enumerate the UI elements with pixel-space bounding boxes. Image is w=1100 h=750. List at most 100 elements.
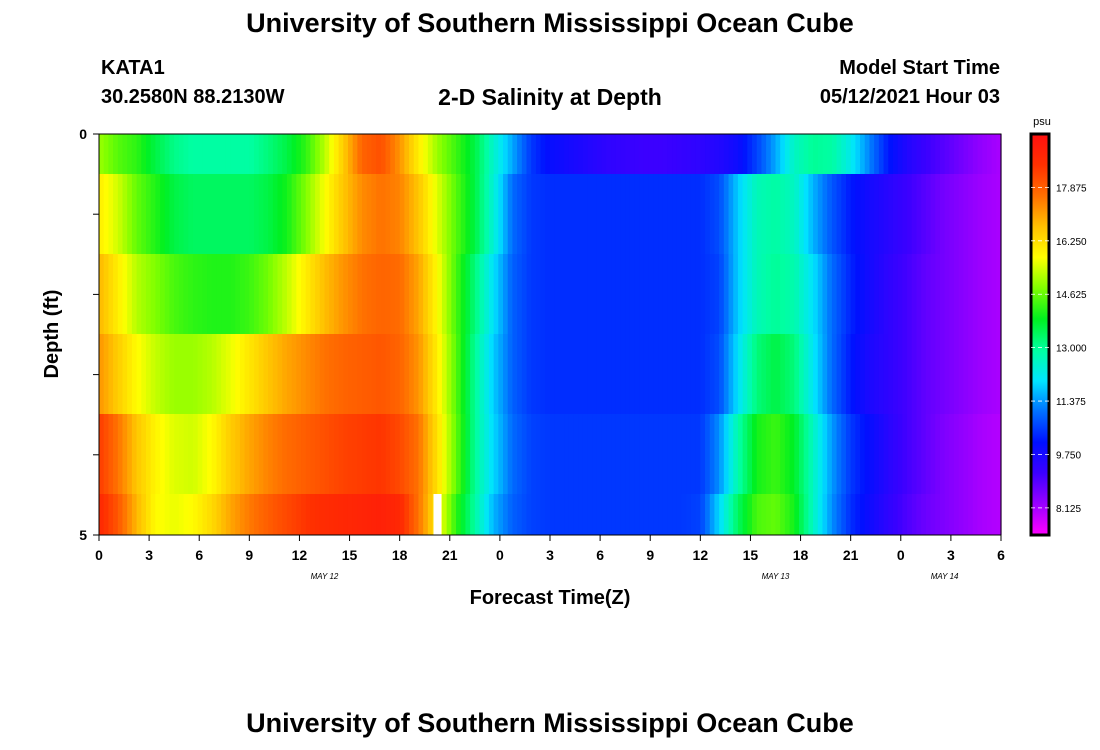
heatmap-cell: [376, 494, 382, 535]
heatmap-cell: [578, 174, 584, 254]
heatmap-cell: [827, 254, 833, 334]
heatmap-cell: [310, 334, 316, 414]
heatmap-cell: [221, 414, 227, 494]
heatmap-cell: [850, 334, 856, 414]
heatmap-cell: [714, 254, 720, 334]
heatmap-cell: [131, 134, 138, 174]
heatmap-cell: [150, 334, 156, 414]
heatmap-cell: [606, 494, 612, 535]
heatmap-cell: [512, 334, 518, 414]
heatmap-cell: [427, 134, 434, 174]
heatmap-cell: [235, 254, 241, 334]
heatmap-cell: [286, 174, 293, 254]
heatmap-cell: [145, 134, 152, 174]
heatmap-cell: [921, 174, 927, 254]
heatmap-cell: [625, 414, 631, 494]
heatmap-cell: [211, 254, 218, 334]
heatmap-cell: [695, 134, 701, 174]
heatmap-cell: [446, 134, 452, 174]
heatmap-cell: [986, 334, 993, 414]
heatmap-cell: [423, 254, 429, 334]
heatmap-cell: [789, 254, 795, 334]
x-tick-label: 0: [897, 547, 905, 563]
heatmap-cell: [493, 174, 499, 254]
heatmap-cell: [916, 494, 922, 535]
x-axis-label: Forecast Time(Z): [470, 587, 631, 609]
heatmap-cell: [446, 334, 452, 414]
heatmap-cell: [892, 134, 899, 174]
heatmap-cell: [371, 334, 377, 414]
heatmap-cell: [315, 134, 321, 174]
heatmap-cell: [897, 494, 903, 535]
heatmap-cell: [305, 134, 312, 174]
heatmap-cell: [737, 174, 744, 254]
heatmap-cell: [122, 334, 128, 414]
heatmap-cell: [803, 494, 809, 535]
heatmap-cell: [465, 334, 471, 414]
heatmap-cell: [305, 414, 312, 494]
heatmap-cell: [925, 174, 932, 254]
heatmap-cell: [662, 174, 669, 254]
heatmap-cell: [761, 174, 767, 254]
heatmap-cell: [991, 174, 997, 254]
heatmap-cell: [916, 134, 922, 174]
heatmap-cell: [897, 134, 903, 174]
heatmap-cell: [611, 174, 617, 254]
heatmap-cell: [470, 334, 476, 414]
heatmap-cell: [145, 254, 152, 334]
heatmap-cell: [197, 414, 203, 494]
heatmap-cell: [244, 494, 250, 535]
heatmap-cell: [977, 414, 983, 494]
heatmap-cell: [860, 134, 866, 174]
heatmap-cell: [357, 134, 363, 174]
heatmap-cell: [329, 174, 335, 254]
heatmap-cell: [188, 494, 194, 535]
heatmap-cell: [643, 134, 650, 174]
heatmap-cell: [658, 134, 664, 174]
heatmap-cell: [503, 334, 509, 414]
heatmap-cell: [864, 494, 871, 535]
heatmap-cell: [545, 134, 551, 174]
heatmap-cell: [869, 254, 875, 334]
heatmap-cell: [578, 494, 584, 535]
x-tick-label: 21: [843, 547, 859, 563]
heatmap-cell: [836, 494, 842, 535]
heatmap-cell: [470, 414, 476, 494]
heatmap-cell: [550, 174, 556, 254]
heatmap-cell: [752, 414, 758, 494]
heatmap-cell: [493, 494, 499, 535]
heatmap-cell: [319, 254, 326, 334]
heatmap-cell: [521, 494, 528, 535]
heatmap-cell: [225, 174, 232, 254]
heatmap-cell: [216, 134, 222, 174]
heatmap-cell: [258, 174, 265, 254]
heatmap-cell: [216, 334, 222, 414]
heatmap-cell: [282, 174, 288, 254]
heatmap-cell: [709, 254, 716, 334]
heatmap-cell: [737, 334, 744, 414]
heatmap-cell: [855, 414, 861, 494]
heatmap-cell: [996, 494, 1002, 535]
heatmap-cell: [211, 334, 218, 414]
heatmap-cell: [230, 174, 236, 254]
heatmap-cell: [935, 334, 941, 414]
heatmap-cell: [456, 174, 462, 254]
heatmap-cell: [366, 334, 373, 414]
heatmap-cell: [441, 414, 448, 494]
heatmap-cell: [761, 334, 767, 414]
heatmap-cell: [582, 334, 589, 414]
heatmap-cell: [705, 414, 711, 494]
heatmap-cell: [512, 254, 518, 334]
heatmap-cell: [686, 254, 692, 334]
heatmap-cell: [493, 254, 499, 334]
heatmap-cell: [808, 254, 814, 334]
heatmap-cell: [550, 254, 556, 334]
heatmap-cell: [902, 174, 908, 254]
heatmap-cell: [958, 174, 965, 254]
heatmap-cell: [634, 174, 640, 254]
heatmap-cell: [540, 334, 546, 414]
heatmap-cell: [131, 174, 138, 254]
heatmap-cell: [315, 174, 321, 254]
heatmap-cell: [211, 414, 218, 494]
heatmap-cell: [99, 254, 105, 334]
